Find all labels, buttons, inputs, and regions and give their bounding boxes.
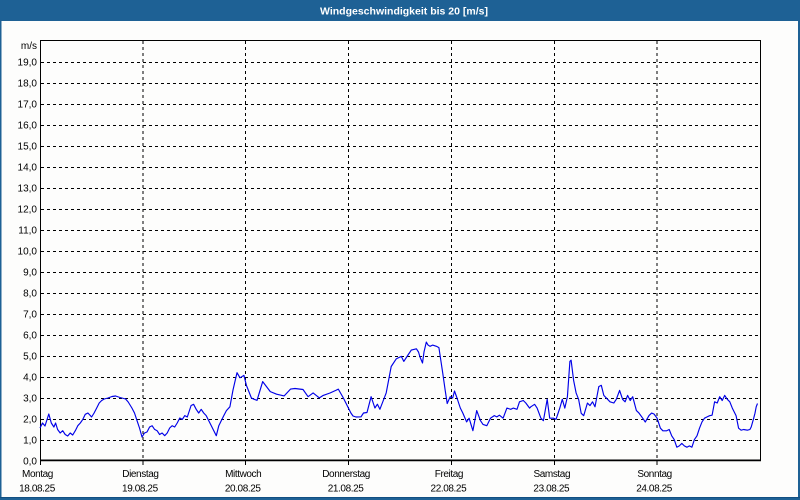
svg-text:13,0: 13,0 [18,184,38,195]
svg-text:18,0: 18,0 [18,79,38,90]
svg-text:10,0: 10,0 [18,247,38,258]
svg-text:Samstag: Samstag [533,469,570,480]
svg-text:21.08.25: 21.08.25 [328,484,365,495]
svg-text:Freitag: Freitag [435,469,463,480]
svg-text:7,0: 7,0 [23,310,37,321]
svg-text:Donnerstag: Donnerstag [322,469,370,480]
svg-text:8,0: 8,0 [23,289,37,300]
svg-text:19,0: 19,0 [18,58,38,69]
svg-text:0,0: 0,0 [23,457,37,468]
svg-text:m/s: m/s [21,41,37,52]
svg-text:5,0: 5,0 [23,352,37,363]
svg-text:Montag: Montag [22,469,53,480]
svg-text:Sonntag: Sonntag [637,469,671,480]
svg-text:17,0: 17,0 [18,100,38,111]
svg-text:14,0: 14,0 [18,163,38,174]
svg-text:16,0: 16,0 [18,121,38,132]
svg-text:2,0: 2,0 [23,415,37,426]
svg-text:3,0: 3,0 [23,394,37,405]
svg-text:Dienstag: Dienstag [122,469,158,480]
svg-text:22.08.25: 22.08.25 [431,484,468,495]
svg-text:15,0: 15,0 [18,142,38,153]
svg-text:4,0: 4,0 [23,373,37,384]
svg-text:23.08.25: 23.08.25 [533,484,570,495]
svg-text:11,0: 11,0 [18,226,37,237]
svg-text:Windgeschwindigkeit bis 20 [m/: Windgeschwindigkeit bis 20 [m/s] [320,6,488,18]
svg-text:1,0: 1,0 [23,436,37,447]
svg-text:19.08.25: 19.08.25 [122,484,159,495]
svg-text:6,0: 6,0 [23,331,37,342]
svg-text:20.08.25: 20.08.25 [225,484,262,495]
svg-text:9,0: 9,0 [23,268,37,279]
svg-text:Mittwoch: Mittwoch [225,469,261,480]
svg-text:18.08.25: 18.08.25 [19,484,56,495]
svg-text:24.08.25: 24.08.25 [636,484,673,495]
svg-text:12,0: 12,0 [18,205,38,216]
